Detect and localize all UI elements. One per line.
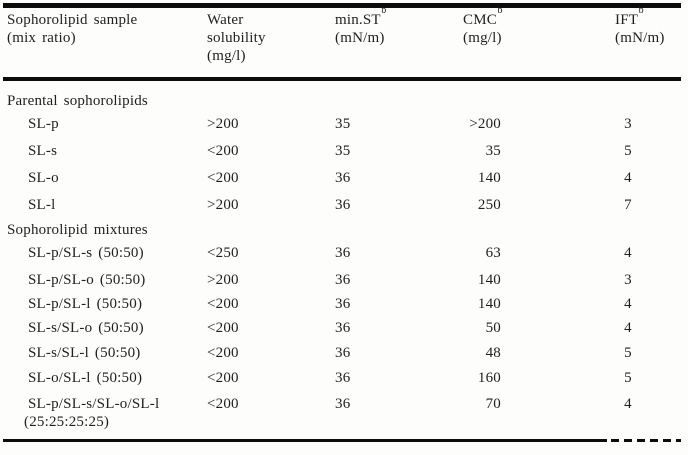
min-st-cell: 36 — [335, 245, 351, 261]
sample-cell-line2: (25:25:25:25) — [24, 414, 110, 430]
ift-cell: 3 — [624, 272, 632, 288]
sample-cell: SL-p/SL-o (50:50) — [28, 272, 146, 288]
table-row: SL-p/SL-s (50:50) <250 36 63 4 — [0, 244, 688, 262]
table-row: SL-l >200 36 250 7 — [0, 196, 688, 214]
footnote-marker-b: b — [381, 5, 387, 16]
cmc-label: CMC — [463, 12, 497, 28]
min-st-cell: 36 — [335, 272, 351, 288]
column-header-min-st-unit: (mN/m) — [335, 30, 385, 46]
sample-cell: SL-p — [28, 116, 59, 132]
water-solubility-cell: <200 — [207, 345, 239, 361]
column-header-water-line1: Water — [207, 12, 244, 28]
sample-cell: SL-o/SL-l (50:50) — [28, 370, 143, 386]
water-solubility-cell: <200 — [207, 396, 239, 412]
min-st-cell: 36 — [335, 320, 351, 336]
sample-cell: SL-s/SL-l (50:50) — [28, 345, 141, 361]
table-row: SL-p/SL-s/SL-o/SL-l <200 36 70 4 — [0, 395, 688, 413]
table-row: SL-o/SL-l (50:50) <200 36 160 5 — [0, 369, 688, 387]
column-header-water-line2: solubility — [207, 30, 266, 46]
cmc-cell: >200 — [469, 116, 501, 132]
water-solubility-cell: <200 — [207, 320, 239, 336]
min-st-cell: 35 — [335, 116, 351, 132]
cmc-cell: 140 — [477, 272, 501, 288]
cmc-cell: 160 — [477, 370, 501, 386]
ift-cell: 4 — [624, 296, 632, 312]
sample-cell: SL-p/SL-s/SL-o/SL-l — [28, 396, 160, 412]
ift-cell: 4 — [624, 320, 632, 336]
ift-cell: 7 — [624, 197, 632, 213]
water-solubility-cell: <200 — [207, 143, 239, 159]
water-solubility-cell: >200 — [207, 197, 239, 213]
column-header-ift: IFTb (mN/m) — [615, 6, 665, 47]
column-header-sample: Sophorolipid sample (mix ratio) — [7, 11, 137, 47]
table-top-rule — [3, 3, 681, 8]
cmc-cell: 140 — [477, 170, 501, 186]
cmc-cell: 63 — [485, 245, 501, 261]
water-solubility-cell: >200 — [207, 116, 239, 132]
sample-cell: SL-l — [28, 197, 56, 213]
sample-cell: SL-s — [28, 143, 58, 159]
section-title-row: Sophorolipid mixtures — [0, 221, 688, 239]
column-header-cmc: CMCb (mg/l) — [463, 6, 502, 47]
ift-cell: 5 — [624, 143, 632, 159]
min-st-cell: 35 — [335, 143, 351, 159]
section-title: Parental sophorolipids — [7, 93, 148, 109]
table-row: SL-p/SL-l (50:50) <200 36 140 4 — [0, 295, 688, 313]
cmc-cell: 250 — [477, 197, 501, 213]
table-row-continuation: (25:25:25:25) — [0, 413, 688, 431]
cmc-cell: 70 — [485, 396, 501, 412]
water-solubility-cell: <200 — [207, 370, 239, 386]
sample-cell: SL-o — [28, 170, 59, 186]
table-row: SL-s <200 35 35 5 — [0, 142, 688, 160]
footnote-marker-b: b — [497, 5, 503, 16]
min-st-cell: 36 — [335, 170, 351, 186]
footnote-marker-b: b — [638, 5, 644, 16]
column-header-cmc-unit: (mg/l) — [463, 30, 502, 46]
min-st-label: min.ST — [335, 12, 381, 28]
water-solubility-cell: <200 — [207, 170, 239, 186]
column-header-water-solubility: Water solubility (mg/l) — [207, 11, 266, 65]
cmc-cell: 50 — [485, 320, 501, 336]
ift-cell: 4 — [624, 170, 632, 186]
min-st-cell: 36 — [335, 296, 351, 312]
table-row: SL-s/SL-l (50:50) <200 36 48 5 — [0, 344, 688, 362]
column-header-sample-line2: (mix ratio) — [7, 30, 76, 46]
column-header-cmc-line1: CMCb — [463, 6, 502, 29]
cmc-cell: 35 — [485, 143, 501, 159]
min-st-cell: 36 — [335, 370, 351, 386]
column-header-min-st: min.STb (mN/m) — [335, 6, 386, 47]
water-solubility-cell: <250 — [207, 245, 239, 261]
column-header-water-line3: (mg/l) — [207, 48, 246, 64]
sample-cell: SL-s/SL-o (50:50) — [28, 320, 144, 336]
table-row: SL-o <200 36 140 4 — [0, 169, 688, 187]
min-st-cell: 36 — [335, 396, 351, 412]
ift-cell: 3 — [624, 116, 632, 132]
water-solubility-cell: <200 — [207, 296, 239, 312]
table-row: SL-s/SL-o (50:50) <200 36 50 4 — [0, 319, 688, 337]
table-bottom-rule-scan-artifact — [611, 439, 681, 442]
sample-cell: SL-p/SL-s (50:50) — [28, 245, 144, 261]
ift-label: IFT — [615, 12, 639, 28]
min-st-cell: 36 — [335, 197, 351, 213]
table-row: SL-p/SL-o (50:50) >200 36 140 3 — [0, 271, 688, 289]
column-header-ift-line1: IFTb — [615, 6, 665, 29]
ift-cell: 5 — [624, 345, 632, 361]
table-row: SL-p >200 35 >200 3 — [0, 115, 688, 133]
section-title: Sophorolipid mixtures — [7, 222, 148, 238]
water-solubility-cell: >200 — [207, 272, 239, 288]
ift-cell: 4 — [624, 396, 632, 412]
cmc-cell: 48 — [485, 345, 501, 361]
ift-cell: 4 — [624, 245, 632, 261]
column-header-ift-unit: (mN/m) — [615, 30, 665, 46]
table-bottom-rule — [3, 439, 607, 442]
table-header-rule — [3, 77, 681, 81]
min-st-cell: 36 — [335, 345, 351, 361]
section-title-row: Parental sophorolipids — [0, 92, 688, 110]
column-header-min-st-line1: min.STb — [335, 6, 386, 29]
sample-cell: SL-p/SL-l (50:50) — [28, 296, 143, 312]
column-header-sample-line1: Sophorolipid sample — [7, 12, 138, 28]
ift-cell: 5 — [624, 370, 632, 386]
cmc-cell: 140 — [477, 296, 501, 312]
